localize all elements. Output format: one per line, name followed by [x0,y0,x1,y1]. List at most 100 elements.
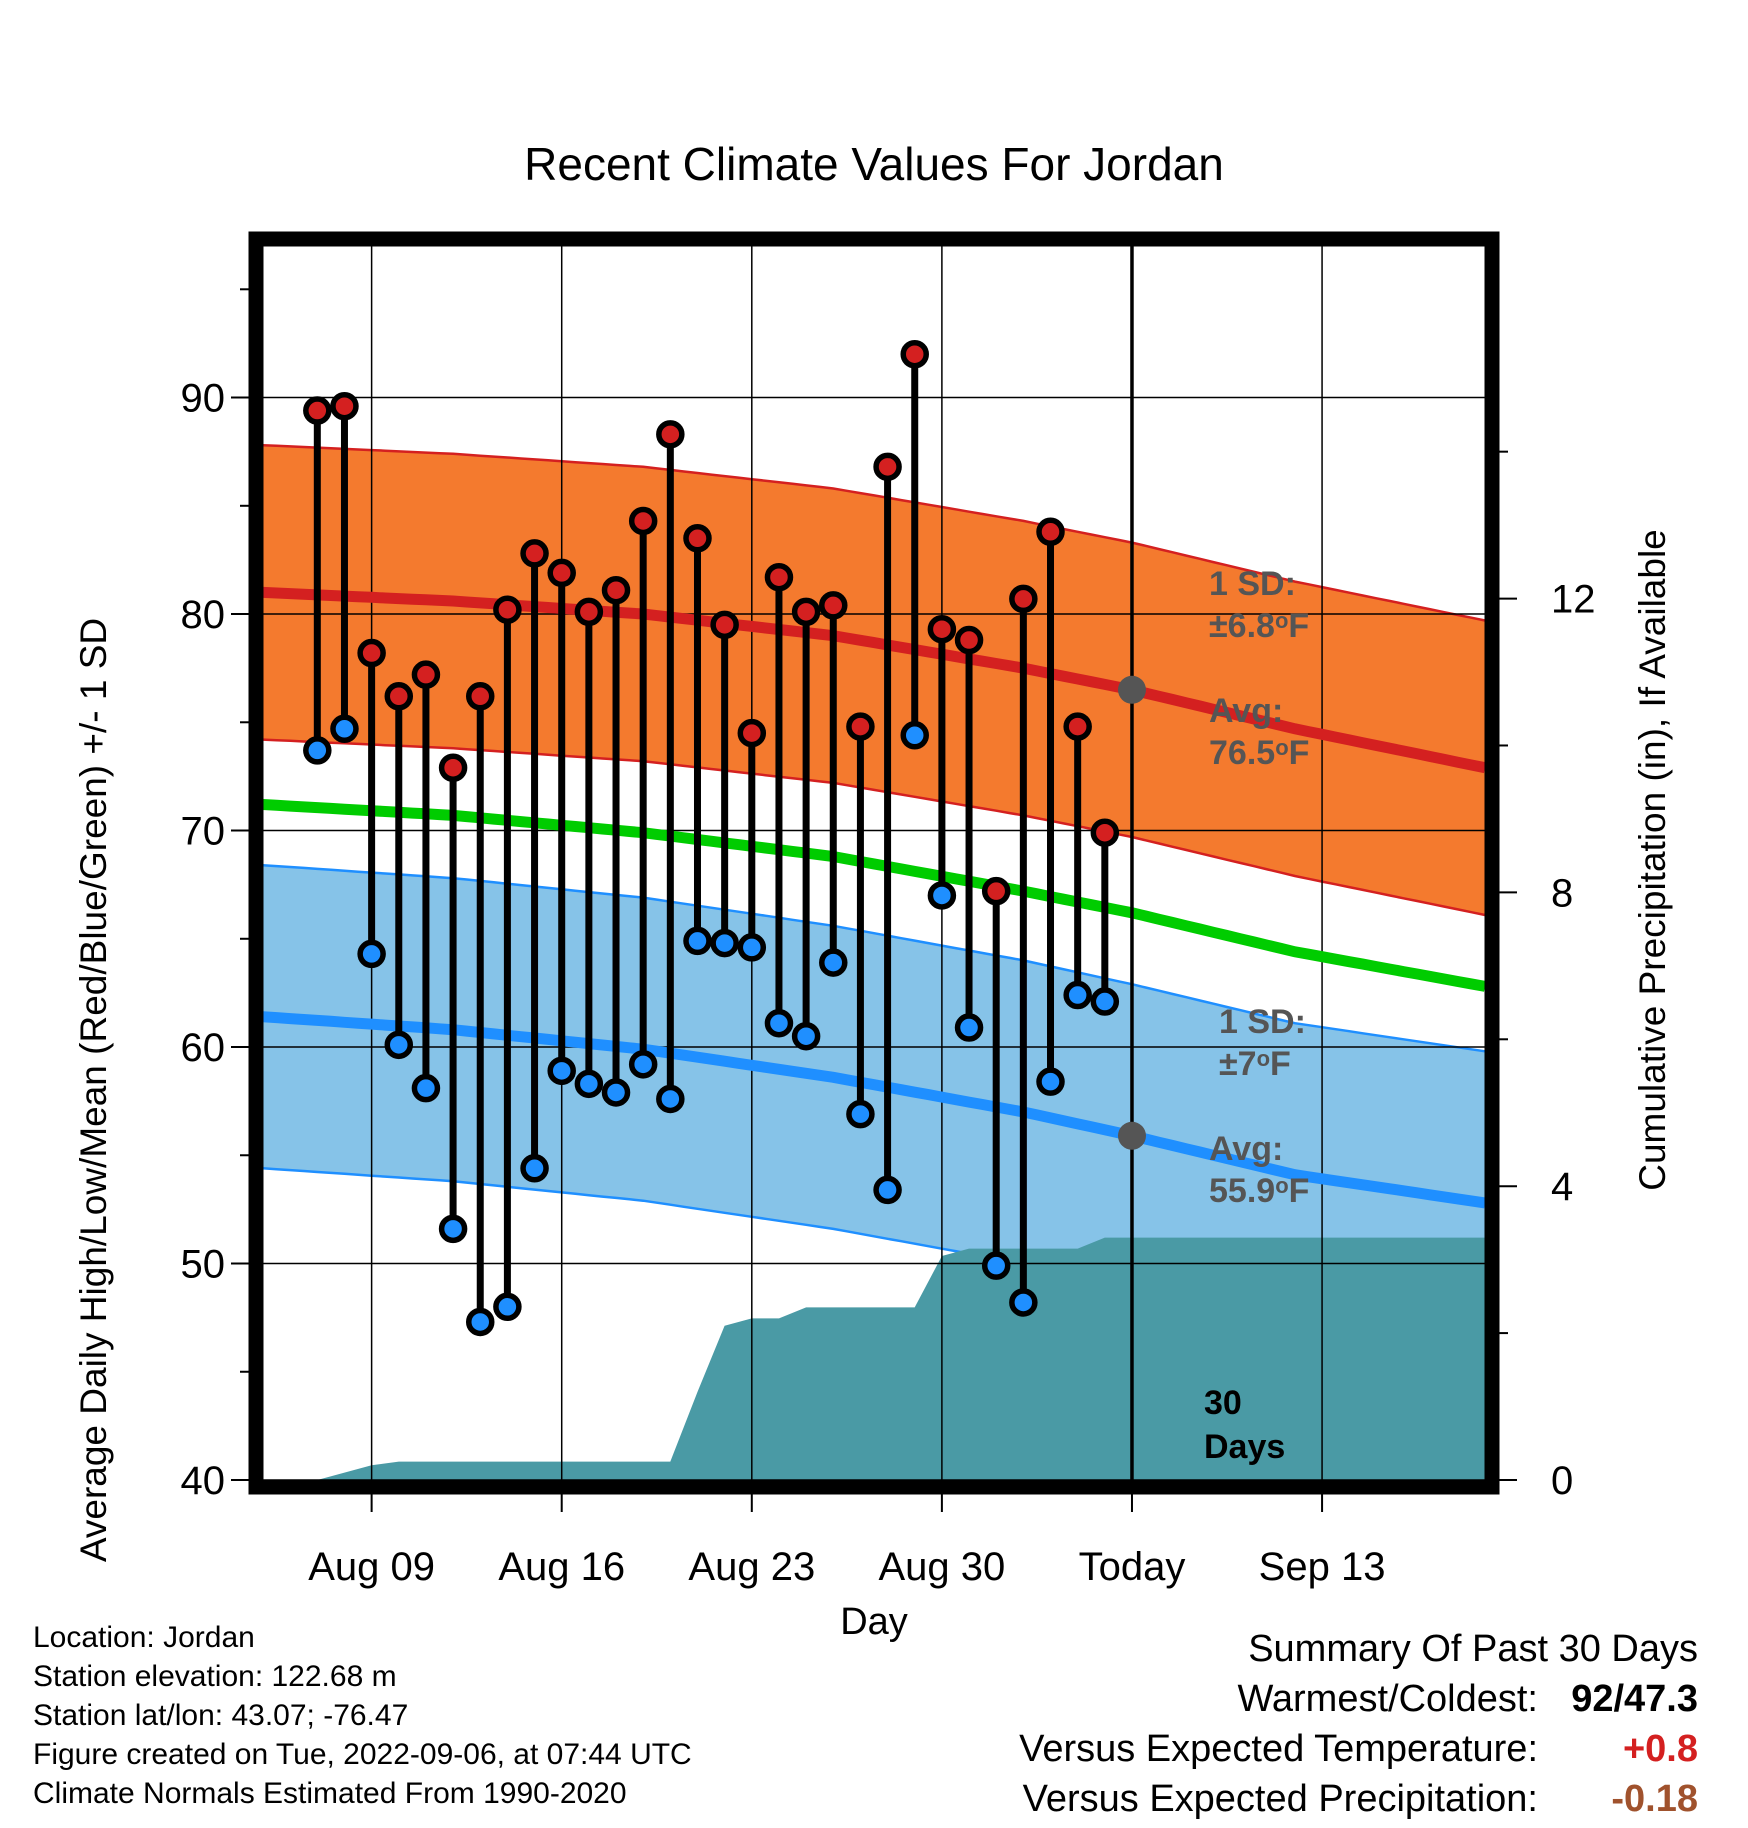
x-tick-label: Sep 13 [1259,1545,1386,1589]
daily-low-point [819,948,848,977]
daily-low-point [493,1292,522,1322]
daily-high-point [465,682,495,711]
daily-low-point [330,714,359,744]
high-sd-upper-edge [262,443,1486,622]
daily-high-point [819,591,848,620]
summary-heading: Summary Of Past 30 Days [1248,1628,1698,1670]
y-tick-label: 40 [181,1459,226,1503]
daily-low-point [683,926,712,956]
daily-low-point [927,881,957,910]
daily-low-point [1090,987,1120,1016]
temp-anomaly-value: +0.8 [1622,1728,1698,1770]
daily-low-point [710,928,739,958]
x-tick-label: Aug 30 [878,1545,1005,1589]
daily-low-point [656,1084,685,1114]
y-tick-label: 50 [181,1243,226,1287]
daily-high-point [900,339,929,369]
today-low-avg-dot [1117,1121,1146,1150]
daily-high-point [846,712,875,741]
y-tick-label: 70 [181,810,226,854]
daily-low-point [791,1021,821,1051]
daily-low-point [846,1099,875,1129]
daily-low-point [1063,980,1092,1010]
daily-low-point [574,1069,604,1099]
y2-tick-label: 4 [1551,1165,1573,1209]
plot-border [248,231,1500,1495]
summary-panel: Summary Of Past 30 Days Warmest/Coldest:… [798,1624,1698,1824]
low-sd-note-line1: 1 SD: [1219,1003,1306,1041]
daily-low-point [438,1214,468,1244]
low-avg-note-line2: 55.9oF [1209,1172,1309,1210]
extremes-label: Warmest/Coldest: [1237,1678,1538,1720]
days-label-line1: 30 [1204,1384,1242,1422]
extremes-value: 92/47.3 [1571,1678,1698,1720]
daily-high-point [628,506,658,536]
daily-low-point [547,1056,576,1086]
created-text: Figure created on Tue, 2022-09-06, at 07… [33,1738,692,1771]
daily-high-point [1009,584,1038,614]
daily-high-point [303,396,332,425]
daily-high-point [601,575,631,605]
daily-high-point [737,718,767,748]
summary-row-precip: Versus Expected Precipitation: -0.18 [798,1774,1698,1824]
mean-normal-line [262,799,1486,992]
low-sd-note-line2: ±7oF [1219,1045,1291,1083]
high-normal-line [262,586,1487,774]
today-high-avg-dot [1117,675,1146,704]
latlon-text: Station lat/lon: 43.07; -76.47 [33,1699,409,1732]
daily-high-point [438,753,468,782]
high-sd-note-line1: 1 SD: [1209,565,1296,603]
daily-high-point [520,539,549,568]
daily-high-point [927,614,957,644]
station-info: Location: Jordan Station elevation: 122.… [33,1618,692,1813]
low-avg-note-line1: Avg: [1209,1130,1283,1168]
daily-bars [303,339,1120,1337]
daily-low-point [465,1307,495,1337]
elevation-text: Station elevation: 122.68 m [33,1660,397,1693]
x-tick-label: Aug 16 [498,1545,625,1589]
chart-title: Recent Climate Values For Jordan [524,138,1224,190]
daily-low-point [303,736,332,765]
precip-layer [263,1237,1485,1480]
low-normal-line [262,1011,1486,1209]
precip-area [263,1237,1485,1480]
daily-high-point [493,595,522,624]
daily-high-point [656,420,685,449]
daily-low-point [954,1013,984,1042]
x-tick-label: Aug 23 [688,1545,815,1589]
daily-low-point [357,939,386,969]
precip-anomaly-value: -0.18 [1611,1778,1698,1820]
daily-low-point [411,1073,441,1103]
high-sd-lower-edge [262,738,1486,917]
daily-high-point [330,391,359,421]
high-avg-note-line2: 76.5oF [1209,734,1309,772]
daily-low-point [737,933,767,962]
daily-high-point [791,597,821,627]
y-axis-label: Average Daily High/Low/Mean (Red/Blue/Gr… [73,618,114,1562]
daily-high-point [981,876,1011,906]
y2-tick-label: 0 [1551,1459,1573,1503]
y2-tick-label: 8 [1551,871,1573,915]
today-marker [1117,246,1146,1480]
low-sd-band [263,865,1485,1355]
high-sd-band [263,445,1485,915]
normal-lines [262,586,1487,1209]
daily-high-point [384,682,414,711]
daily-high-point [683,524,712,553]
daily-low-point [764,1008,794,1038]
location-text: Location: Jordan [33,1621,255,1654]
daily-low-point [900,721,929,750]
daily-high-point [411,660,441,689]
days-label-line2: Days [1204,1428,1285,1466]
daily-low-point [601,1078,631,1107]
precip-anomaly-label: Versus Expected Precipitation: [1022,1778,1538,1820]
daily-low-point [628,1050,658,1079]
y2-tick-label: 12 [1551,578,1596,622]
x-tick-label: Today [1079,1545,1186,1589]
y-tick-label: 90 [181,377,226,421]
annotations: 1 SD: ±6.8oF Avg: 76.5oF 1 SD: ±7oF Avg: 55.9oF… [1204,565,1309,1466]
daily-high-point [1090,818,1120,847]
daily-high-point [873,452,902,482]
daily-high-point [1063,712,1092,741]
